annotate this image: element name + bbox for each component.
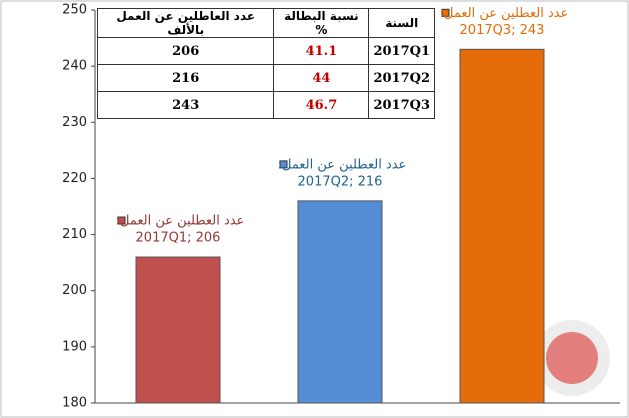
data-label-series: عدد العطلين عن العمل:: [116, 214, 245, 229]
label-key: [279, 160, 288, 169]
table-cell: 206: [96, 37, 275, 65]
watermark: [534, 320, 610, 396]
data-label: 2017Q2; 216: [298, 174, 383, 189]
y-tick-label: 210: [62, 227, 87, 242]
table-header: السنة نسبة البطالة % عدد العاطلين عن العمل…: [96, 8, 435, 38]
data-label: 2017Q3; 243: [460, 23, 545, 38]
table-body: 2017Q1 41.1 206 2017Q2 44 216 2017Q3 46.7 243: [96, 37, 435, 119]
table-cell: 243: [96, 91, 275, 119]
y-tick-label: 200: [62, 283, 87, 298]
table-cell: 2017Q1: [368, 37, 435, 65]
table-cell: 41.1: [273, 37, 370, 65]
y-tick-label: 190: [62, 339, 87, 354]
table-cell: 46.7: [273, 91, 370, 119]
y-tick-label: 220: [62, 171, 87, 186]
table-column-header: نسبة البطالة %: [273, 8, 370, 38]
bar: [459, 48, 545, 404]
table-cell: 2017Q3: [368, 91, 435, 119]
bar: [135, 256, 221, 404]
table-column-header: عدد العاطلين عن العمل بالألف: [96, 8, 275, 38]
y-tick-label: 240: [62, 59, 87, 74]
label-key: [441, 8, 450, 17]
data-label-series: عدد العطلين عن العمل:: [440, 6, 569, 21]
table-row: 2017Q3 46.7 243: [96, 91, 435, 119]
y-tick-label: 230: [62, 115, 87, 130]
table-cell: 216: [96, 64, 275, 92]
table-cell: 44: [273, 64, 370, 92]
data-table: السنة نسبة البطالة % عدد العاطلين عن العمل…: [96, 8, 435, 119]
data-label: 2017Q1; 206: [136, 231, 221, 246]
table-row: 2017Q2 44 216: [96, 64, 435, 92]
y-tick-label: 180: [62, 396, 87, 411]
table-row: 2017Q1 41.1 206: [96, 37, 435, 65]
label-key: [117, 216, 126, 225]
table-cell: 2017Q2: [368, 64, 435, 92]
y-tick-label: 250: [62, 3, 87, 18]
table-column-header: السنة: [368, 8, 435, 38]
data-label-series: عدد العطلين عن العمل:: [278, 157, 407, 172]
bar: [297, 200, 383, 404]
